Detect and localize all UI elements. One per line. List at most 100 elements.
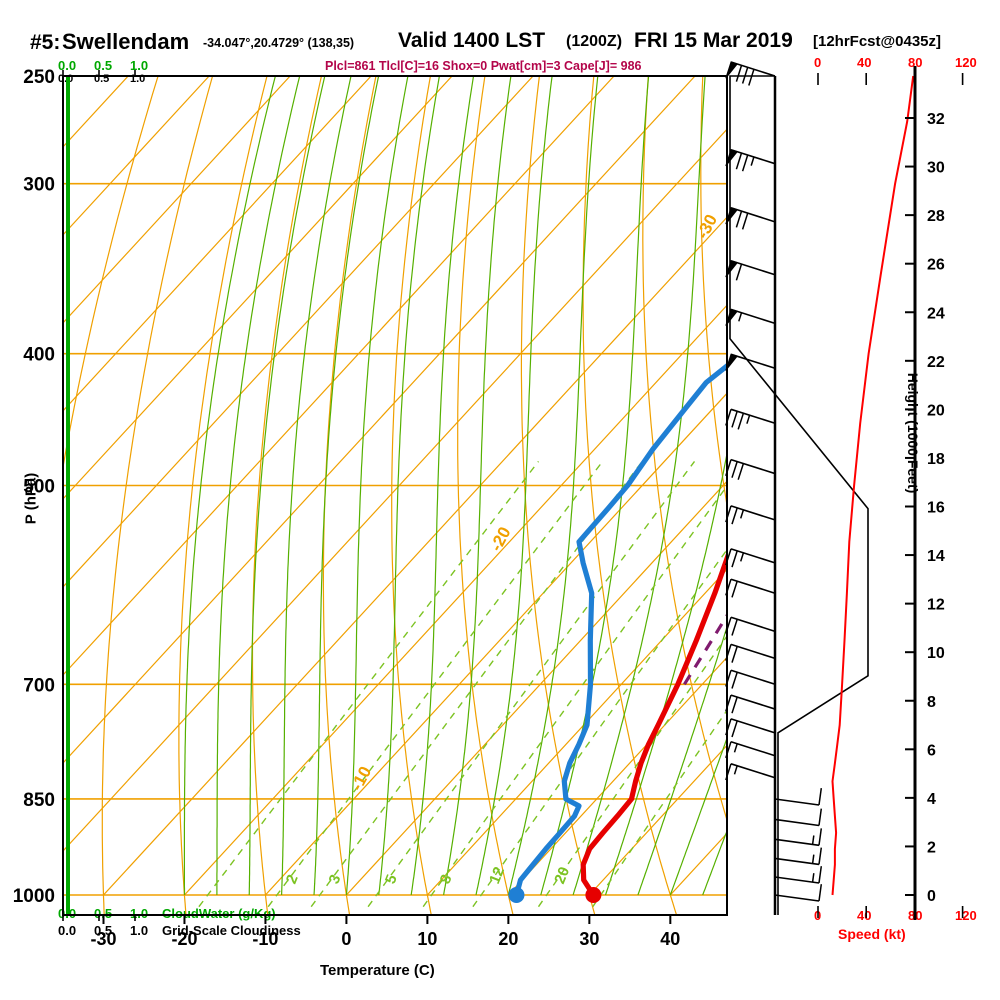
dry-adiabat--40 — [63, 76, 159, 471]
pressure-tick-1000: 1000 — [13, 886, 55, 907]
moist-adiabat-12 — [443, 76, 512, 896]
dewpoint-profile-line — [513, 362, 727, 898]
header-valid-time: Valid 1400 LST — [398, 29, 546, 52]
wind-barb-full-490 — [737, 463, 745, 480]
wind-barb-pennant-250 — [725, 61, 739, 79]
wind-barb-shaft-250 — [730, 61, 776, 77]
wind-barb-half-530 — [739, 509, 745, 519]
pressure-tick-500: 500 — [23, 477, 55, 498]
wind-barb-full-530 — [725, 505, 732, 523]
moist-adiabat-32 — [604, 450, 727, 896]
wind-barb-full-600 — [731, 580, 738, 598]
moist-adiabat-36 — [637, 624, 727, 896]
pressure-tick-700: 700 — [23, 675, 55, 696]
speed-top-tick-3: 120 — [955, 55, 977, 70]
moist-adiabat--16 — [216, 76, 301, 895]
speed-bottom-tick-3: 120 — [955, 908, 977, 923]
wind-barb-shaft-670 — [730, 643, 776, 660]
pressure-tick-250: 250 — [23, 67, 55, 88]
wind-barb-shaft-1000 — [774, 894, 820, 902]
wind-barb-full-790 — [725, 741, 732, 759]
isotherm-line--100 — [63, 76, 291, 324]
dry-adiabat-0 — [322, 76, 377, 915]
moist-adiabat--8 — [281, 76, 352, 896]
wind-barb-shaft-880 — [774, 818, 820, 827]
wind-barb-envelope — [729, 75, 869, 915]
wind-barb-full-570 — [731, 550, 738, 568]
mixing-ratio-line-5 — [367, 460, 696, 908]
wind-barb-full-640 — [725, 617, 732, 634]
dry-adiabat-60 — [700, 76, 727, 510]
wind-barb-full-250 — [735, 65, 743, 82]
height-tick-12: 12 — [927, 597, 945, 614]
moist-adiabat-28 — [572, 76, 706, 896]
wind-barb-full-850 — [818, 787, 823, 806]
dry-adiabat-70 — [757, 37, 926, 924]
wind-barb-full-880 — [818, 808, 823, 826]
isotherm-line--60 — [63, 76, 615, 676]
wind-barb-full-350 — [735, 263, 743, 281]
height-tick-28: 28 — [927, 208, 945, 225]
cloudwater-top-tick-0: 0.0 — [58, 58, 77, 73]
wind-barb-half-290 — [750, 156, 755, 166]
temperature-tick--30: -30 — [90, 929, 116, 949]
speed-axis-label: Speed (kt) — [838, 926, 906, 942]
cloudiness-axis-label: Grid-Scale Cloudiness — [162, 923, 301, 938]
dry-adiabat--20 — [178, 76, 268, 915]
stability-indices: Plcl=861 Tlcl[C]=16 Shox=0 Pwat[cm]=3 Ca… — [325, 59, 642, 73]
wind-barb-pennant-320 — [725, 207, 739, 225]
header-forecast-tag: [12hrFcst@0435z] — [813, 33, 942, 50]
mixing-ratio-line-8 — [422, 484, 727, 908]
height-tick-32: 32 — [927, 111, 945, 128]
isotherm-line-0 — [345, 480, 727, 896]
height-tick-8: 8 — [927, 694, 936, 711]
surface-temperature-dot — [585, 887, 602, 903]
wind-barb-pennant-380 — [725, 308, 739, 326]
wind-barb-shaft-410 — [730, 353, 776, 370]
moist-adiabat-16 — [475, 76, 553, 896]
mixing-ratio-label-12: 12 — [486, 865, 508, 887]
moist-adiabat--12 — [248, 76, 326, 896]
wind-barb-shaft-700 — [730, 669, 776, 686]
wind-barb-full-730 — [731, 696, 738, 714]
wind-barb-shaft-600 — [730, 578, 776, 594]
mixing-ratio-line-2 — [267, 460, 604, 908]
isotherm-label--20-1: -20 — [486, 524, 514, 555]
header-station-id: #5: — [30, 31, 61, 54]
mixing-ratio-line-20 — [537, 634, 727, 908]
wind-barb-shaft-490 — [730, 458, 776, 475]
wind-barb-full-700 — [725, 670, 732, 687]
wind-barb-full-570 — [725, 548, 732, 566]
wind-barb-shaft-350 — [730, 260, 776, 276]
temperature-tick-10: 10 — [417, 929, 437, 949]
moist-adiabat-4 — [378, 76, 441, 896]
dry-adiabat-80 — [812, 37, 1000, 924]
cloudwater-top-tick-2: 1.0 — [130, 58, 149, 73]
wind-barb-full-670 — [731, 646, 738, 663]
moist-adiabat-24 — [540, 76, 650, 896]
moist-adiabat--20 — [183, 76, 277, 895]
cloudiness-bottom-tick-1: 0.5 — [94, 923, 113, 938]
mixing-ratio-line-1 — [198, 460, 540, 908]
cloudiness-bottom-tick-0: 0.0 — [58, 923, 77, 938]
skewt-frame — [62, 75, 728, 916]
moist-adiabat-20 — [507, 76, 599, 896]
header-coordinates: -34.047°,20.4729° (138,35) — [203, 36, 355, 50]
moist-adiabat-40 — [669, 736, 727, 896]
temperature-tick--20: -20 — [171, 929, 197, 949]
moist-adiabat-0 — [345, 76, 409, 896]
temperature-tick-40: 40 — [660, 929, 680, 949]
wind-speed-curve — [831, 75, 915, 896]
wind-barb-full-320 — [735, 210, 743, 228]
wind-barbs-layer — [725, 61, 823, 902]
wind-barb-half-450 — [746, 414, 751, 424]
wind-barb-full-450 — [731, 410, 738, 428]
dry-adiabat-20 — [457, 76, 514, 915]
wind-barb-full-670 — [725, 644, 732, 661]
height-tick-14: 14 — [927, 548, 945, 565]
wind-barb-full-290 — [741, 154, 749, 172]
isotherm-line--90 — [63, 76, 372, 412]
parcel-trajectory-line — [683, 612, 727, 686]
wind-barb-half-970 — [811, 873, 815, 883]
